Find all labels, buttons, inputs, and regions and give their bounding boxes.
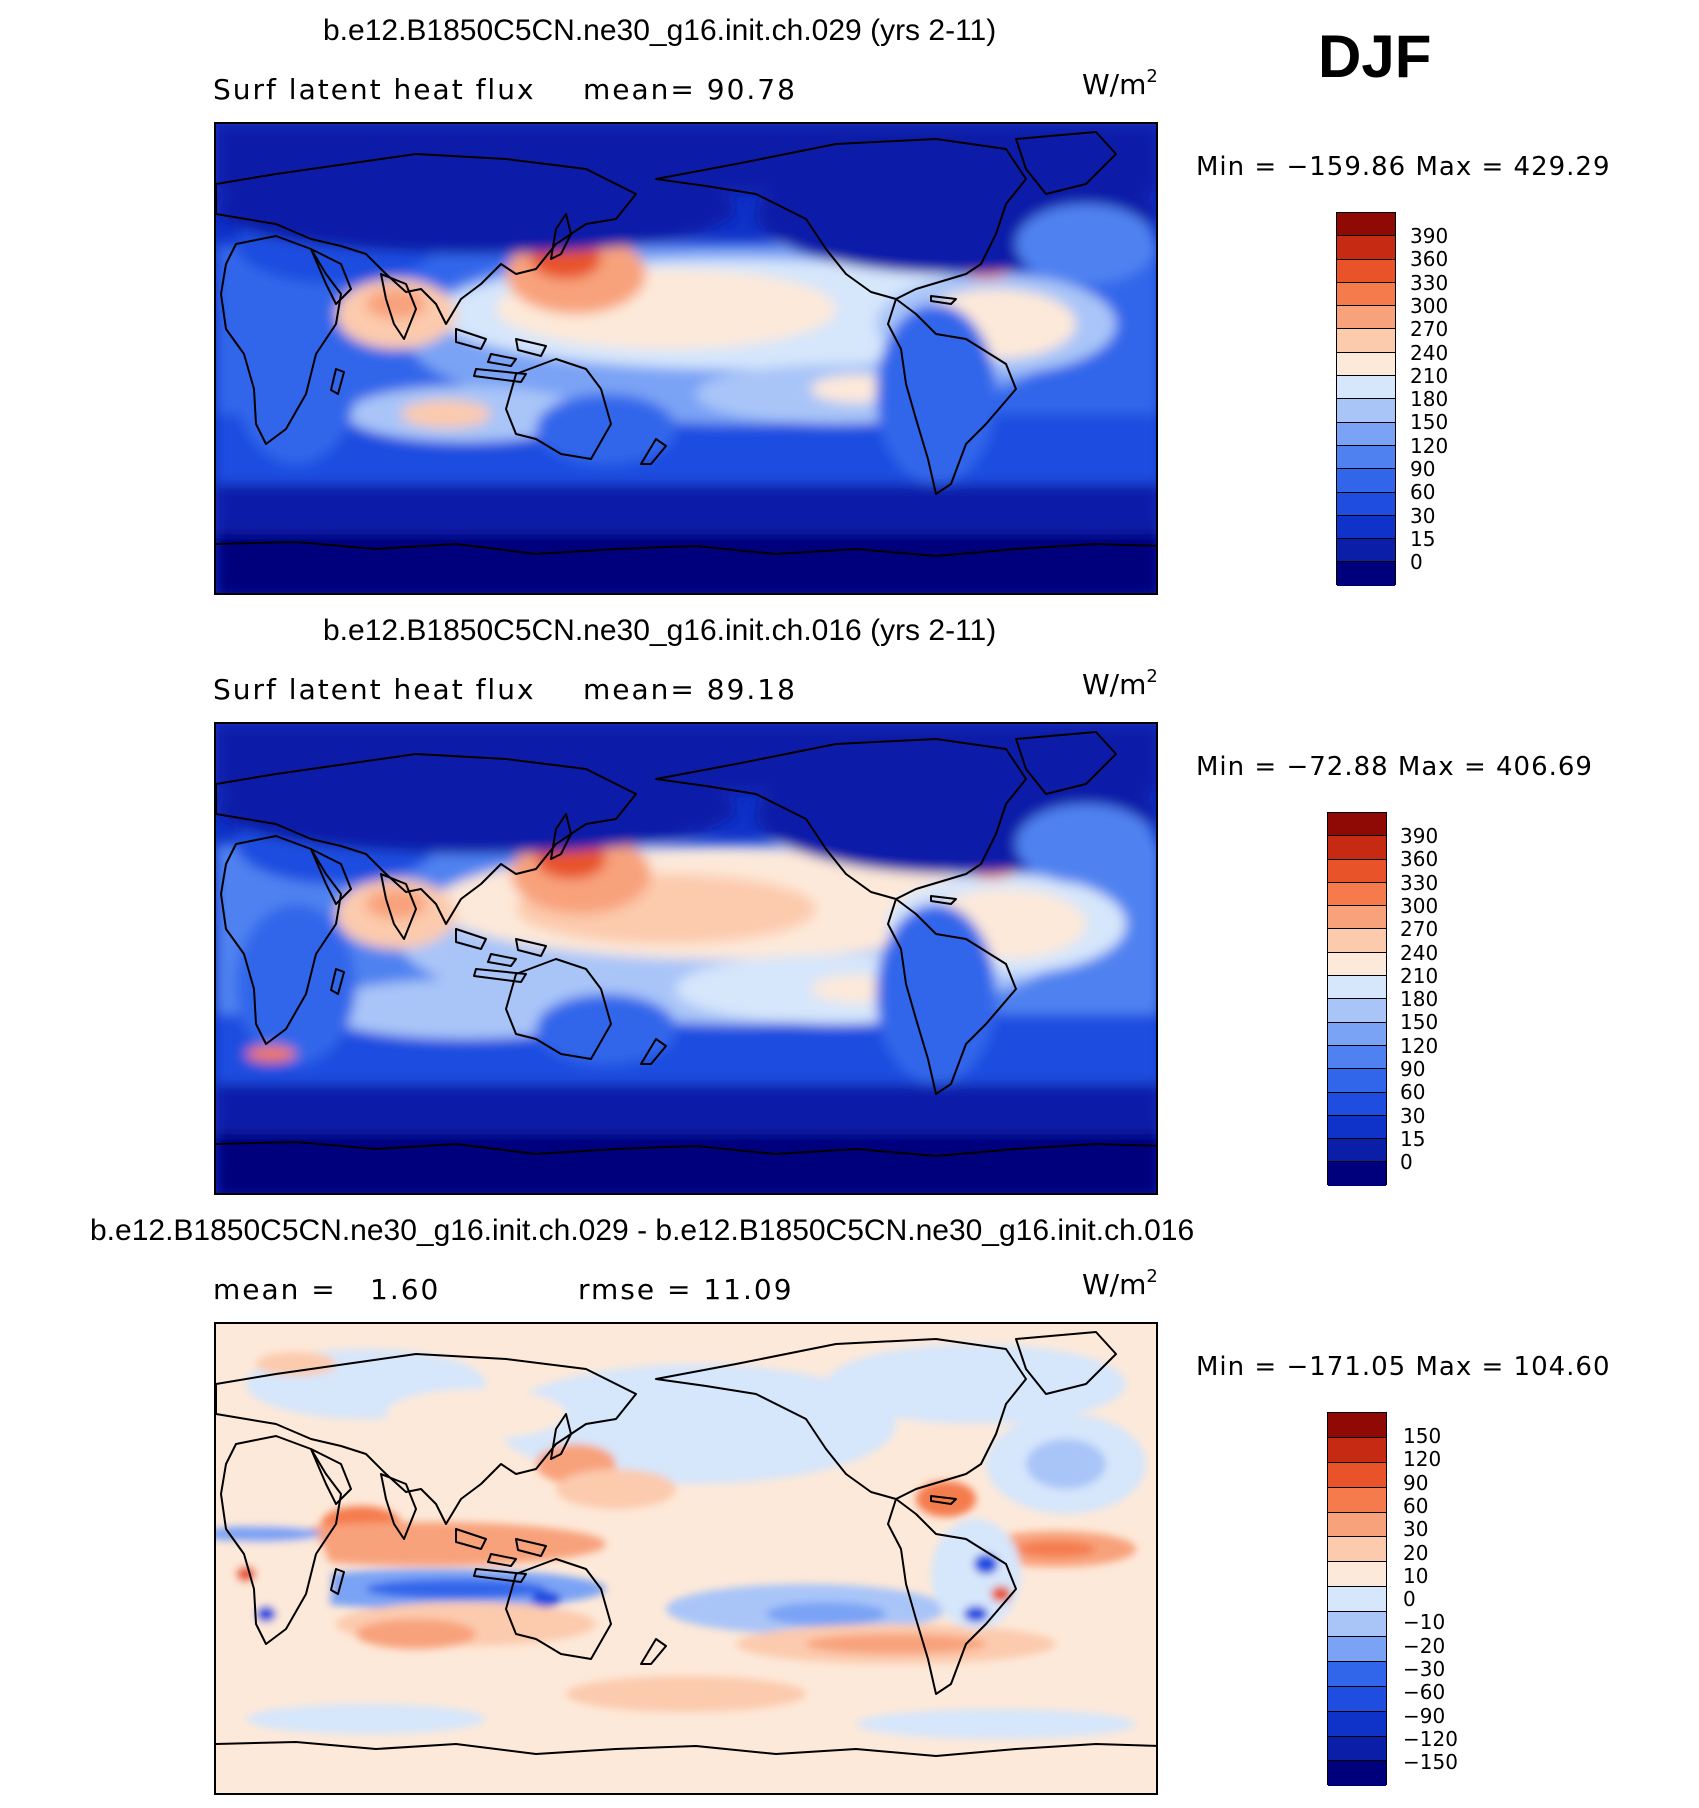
colorbar-tick-label: 210	[1410, 363, 1449, 388]
colorbar-tick-label: 15	[1400, 1126, 1426, 1151]
colorbar-tick-label: 150	[1403, 1424, 1442, 1448]
colorbar-tick-label: 20	[1403, 1540, 1429, 1565]
panel-3-mean-value: 1.60	[370, 1273, 441, 1306]
panel-2-minmax: Min = −72.88 Max = 406.69	[1196, 752, 1593, 782]
panel-2-map-image	[216, 724, 1156, 1193]
colorbar-tick-label: 270	[1410, 317, 1449, 342]
colorbar-tick-label: 90	[1410, 457, 1436, 481]
colorbar-tick-label: 120	[1410, 433, 1449, 458]
panel-2-colorbar	[1327, 812, 1387, 1186]
colorbar-tick-label: 390	[1400, 824, 1439, 848]
colorbar-tick-label: 120	[1400, 1033, 1439, 1058]
colorbar-tick-label: 240	[1400, 940, 1439, 965]
colorbar-tick-label: 15	[1410, 526, 1436, 551]
panel-1-title: b.e12.B1850C5CN.ne30_g16.init.ch.029 (yr…	[323, 14, 997, 47]
colorbar-tick-label: 330	[1400, 870, 1439, 895]
panel-3-units: W/m2	[1082, 1266, 1158, 1301]
panel-1-minmax: Min = −159.86 Max = 429.29	[1196, 152, 1611, 182]
colorbar-tick-label: −120	[1403, 1726, 1458, 1751]
colorbar-tick-label: −30	[1403, 1657, 1446, 1681]
season-label: DJF	[1318, 23, 1432, 90]
colorbar-tick-label: 180	[1410, 387, 1449, 412]
colorbar-tick-label: 150	[1400, 1010, 1439, 1035]
panel-2-mean: mean= 89.18	[583, 673, 797, 706]
panel-3-map-image	[216, 1324, 1156, 1793]
colorbar-tick-label: 90	[1403, 1470, 1429, 1495]
panel-1-map	[214, 122, 1158, 595]
colorbar-tick-label: −150	[1403, 1750, 1458, 1775]
colorbar-tick-label: 210	[1400, 963, 1439, 988]
panel-1-field-label: Surf latent heat flux	[213, 73, 536, 106]
panel-3-rmse: rmse = 11.09	[578, 1273, 794, 1306]
panel-1-colorbar	[1336, 212, 1396, 586]
colorbar-tick-label: 60	[1403, 1493, 1429, 1518]
panel-3-map	[214, 1322, 1158, 1795]
colorbar-tick-label: 150	[1410, 410, 1449, 435]
panel-1-mean: mean= 90.78	[583, 73, 797, 106]
colorbar-tick-label: −10	[1403, 1610, 1446, 1635]
panel-2-title: b.e12.B1850C5CN.ne30_g16.init.ch.016 (yr…	[323, 614, 997, 647]
colorbar-tick-label: 30	[1400, 1103, 1426, 1128]
colorbar-tick-label: 300	[1400, 893, 1439, 918]
colorbar-tick-label: 270	[1400, 917, 1439, 942]
panel-3-title: b.e12.B1850C5CN.ne30_g16.init.ch.029 - b…	[90, 1214, 1195, 1247]
colorbar-tick-label: 360	[1400, 847, 1439, 872]
colorbar-tick-label: 60	[1410, 480, 1436, 505]
colorbar-tick-label: 60	[1400, 1080, 1426, 1105]
colorbar-tick-label: 240	[1410, 340, 1449, 365]
colorbar-tick-label: 0	[1410, 550, 1423, 575]
panel-3-colorbar	[1327, 1412, 1387, 1787]
colorbar-tick-label: −20	[1403, 1633, 1446, 1658]
colorbar-tick-label: 30	[1403, 1517, 1429, 1542]
panel-2-map	[214, 722, 1158, 1195]
colorbar-tick-label: 330	[1410, 270, 1449, 295]
colorbar-tick-label: 360	[1410, 247, 1449, 272]
colorbar-tick-label: −60	[1403, 1680, 1446, 1705]
colorbar-tick-label: 300	[1410, 293, 1449, 318]
panel-3-minmax: Min = −171.05 Max = 104.60	[1196, 1352, 1611, 1382]
colorbar-tick-label: 180	[1400, 987, 1439, 1012]
panel-1-units: W/m2	[1082, 66, 1158, 101]
colorbar-tick-label: 30	[1410, 503, 1436, 528]
panel-1-map-image	[216, 124, 1156, 593]
colorbar-tick-label: 120	[1403, 1447, 1442, 1472]
colorbar-tick-label: 90	[1400, 1057, 1426, 1081]
colorbar-tick-label: 0	[1403, 1587, 1416, 1612]
panel-2-units: W/m2	[1082, 666, 1158, 701]
colorbar-tick-label: 390	[1410, 224, 1449, 248]
colorbar-tick-label: −90	[1403, 1703, 1446, 1728]
colorbar-tick-label: 10	[1403, 1563, 1429, 1588]
panel-3-mean-label: mean =	[213, 1273, 337, 1306]
colorbar-tick-label: 0	[1400, 1150, 1413, 1175]
panel-2-field-label: Surf latent heat flux	[213, 673, 536, 706]
